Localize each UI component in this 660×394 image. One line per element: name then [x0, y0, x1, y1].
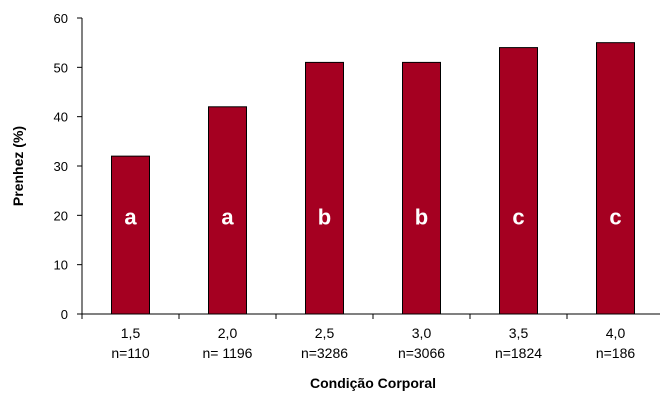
x-tick-label: 2,0	[218, 325, 238, 341]
bar-significance-label: c	[609, 204, 621, 229]
bar	[305, 61, 344, 315]
x-axis-ticks: 1,5 n=110 2,0 n= 1196 2,5 n=3286 3,0 n=3066 3,5 n…	[81, 314, 636, 361]
bar	[499, 47, 538, 315]
y-tick-label: 20	[54, 208, 68, 223]
bar-significance-label: a	[221, 204, 234, 229]
x-sample-size-label: n=3066	[398, 345, 445, 361]
x-sample-size-label: n=110	[111, 345, 149, 361]
bar	[596, 42, 635, 315]
x-tick-label: 3,5	[509, 325, 529, 341]
y-tick-label: 0	[61, 307, 68, 322]
y-tick-label: 10	[54, 258, 68, 273]
bar	[402, 61, 441, 315]
bar-significance-label: b	[318, 204, 331, 229]
bar-significance-label: a	[124, 204, 137, 229]
x-tick-label: 3,0	[412, 325, 432, 341]
x-sample-size-label: n=1824	[495, 345, 542, 361]
chart-axes	[81, 18, 660, 315]
y-axis-title: Prenhez (%)	[10, 126, 26, 206]
x-tick-label: 4,0	[606, 325, 626, 341]
y-tick-label: 50	[54, 60, 68, 75]
x-tick-label: 2,5	[315, 325, 335, 341]
bar-significance-label: b	[415, 204, 428, 229]
bar	[208, 106, 247, 315]
y-axis-ticks: 0 10 20 30 40 50 60	[54, 11, 82, 322]
y-tick-label: 60	[54, 11, 68, 26]
x-tick-label: 1,5	[121, 325, 141, 341]
bar	[111, 155, 150, 315]
x-sample-size-label: n=186	[596, 345, 636, 361]
x-sample-size-label: n=3286	[301, 345, 348, 361]
y-tick-label: 30	[54, 159, 68, 174]
x-sample-size-label: n= 1196	[203, 345, 253, 361]
y-tick-label: 40	[54, 110, 68, 125]
x-axis-title: Condição Corporal	[310, 375, 436, 391]
bar-significance-label: c	[512, 204, 524, 229]
